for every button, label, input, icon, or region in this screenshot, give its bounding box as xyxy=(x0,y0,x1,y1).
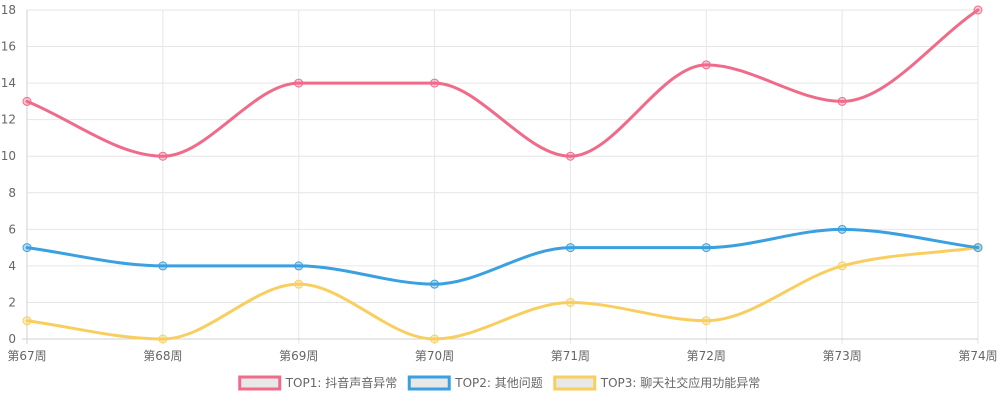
data-point[interactable] xyxy=(294,279,304,289)
x-tick-label: 第68周 xyxy=(143,349,182,363)
data-point[interactable] xyxy=(565,297,575,307)
axes: 0 2 4 6 8 10 12 14 16 18 第67周 第68周 第69周 第70周 第71周 第72周 第… xyxy=(1,3,998,363)
data-point[interactable] xyxy=(837,224,847,234)
data-point[interactable] xyxy=(158,151,168,161)
data-point[interactable] xyxy=(837,96,847,106)
series xyxy=(22,5,983,344)
data-point[interactable] xyxy=(565,151,575,161)
series-line xyxy=(25,246,980,341)
x-tick-label: 第73周 xyxy=(823,349,862,363)
x-tick-label: 第70周 xyxy=(415,349,454,363)
series-1 xyxy=(22,5,983,161)
series-3 xyxy=(22,243,983,344)
legend-swatch xyxy=(238,375,282,391)
legend-swatch xyxy=(407,375,451,391)
data-point[interactable] xyxy=(973,243,983,253)
x-tick-label: 第67周 xyxy=(7,349,46,363)
data-point[interactable] xyxy=(701,60,711,70)
data-point[interactable] xyxy=(565,243,575,253)
data-point[interactable] xyxy=(22,96,32,106)
y-tick-label: 14 xyxy=(1,76,16,90)
legend-label: TOP3: 聊天社交应用功能异常 xyxy=(600,375,761,390)
data-point[interactable] xyxy=(430,334,440,344)
data-point[interactable] xyxy=(973,5,983,15)
data-point[interactable] xyxy=(158,334,168,344)
y-tick-label: 12 xyxy=(1,113,16,127)
data-point[interactable] xyxy=(430,279,440,289)
data-point[interactable] xyxy=(22,243,32,253)
y-tick-label: 4 xyxy=(8,259,16,273)
y-tick-label: 2 xyxy=(8,295,16,309)
data-point[interactable] xyxy=(701,243,711,253)
data-point[interactable] xyxy=(294,261,304,271)
legend-label: TOP2: 其他问题 xyxy=(454,376,543,390)
data-point[interactable] xyxy=(158,261,168,271)
data-point[interactable] xyxy=(294,78,304,88)
y-tick-label: 10 xyxy=(1,149,16,163)
series-line xyxy=(25,227,980,286)
x-tick-label: 第74周 xyxy=(958,349,997,363)
series-line xyxy=(25,8,980,158)
y-tick-label: 16 xyxy=(1,40,16,54)
x-tick-label: 第71周 xyxy=(551,349,590,363)
data-point[interactable] xyxy=(430,78,440,88)
legend-swatch xyxy=(553,375,597,391)
data-point[interactable] xyxy=(837,261,847,271)
legend-item-top1[interactable]: TOP1: 抖音声音异常 xyxy=(238,375,398,391)
x-tick-label: 第69周 xyxy=(279,349,318,363)
data-point[interactable] xyxy=(22,316,32,326)
legend-label: TOP1: 抖音声音异常 xyxy=(285,375,398,390)
y-tick-label: 18 xyxy=(1,3,16,17)
x-tick-label: 第72周 xyxy=(687,349,726,363)
data-point[interactable] xyxy=(701,316,711,326)
grid xyxy=(26,9,979,344)
y-tick-label: 6 xyxy=(8,222,16,236)
y-tick-label: 0 xyxy=(8,332,16,346)
y-tick-label: 8 xyxy=(8,186,16,200)
series-2 xyxy=(22,224,983,289)
legend-item-top2[interactable]: TOP2: 其他问题 xyxy=(407,375,543,391)
legend[interactable]: TOP1: 抖音声音异常 TOP2: 其他问题 TOP3: 聊天社交应用功能异常 xyxy=(238,375,761,391)
legend-item-top3[interactable]: TOP3: 聊天社交应用功能异常 xyxy=(553,375,761,391)
